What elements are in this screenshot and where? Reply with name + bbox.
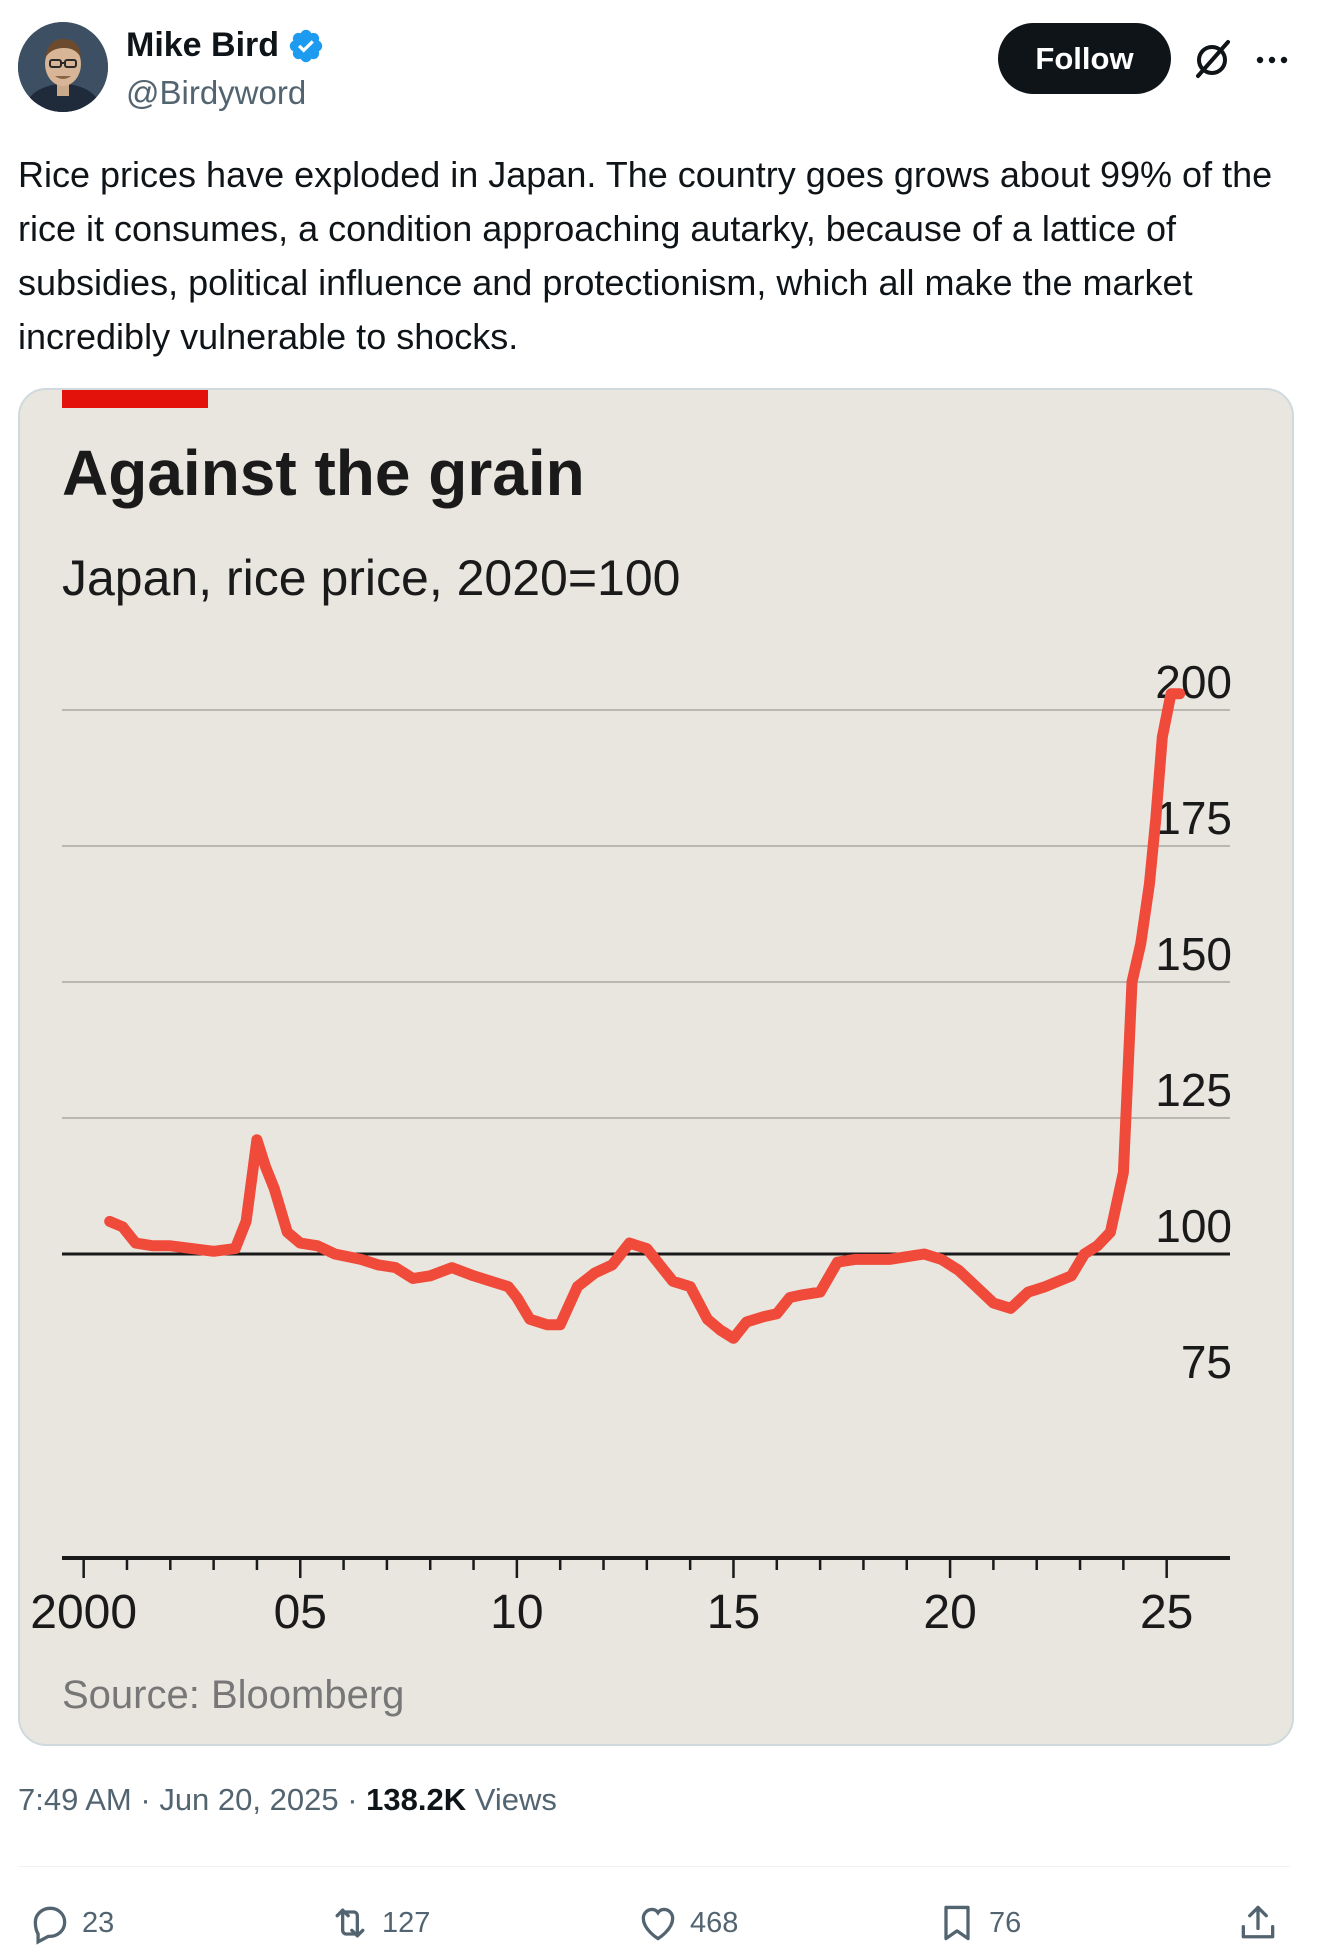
y-tick-label: 150 xyxy=(1155,928,1232,980)
tweet-text: Rice prices have exploded in Japan. The … xyxy=(18,154,1273,357)
views-label: Views xyxy=(474,1782,557,1817)
bookmark-icon xyxy=(944,1905,970,1941)
like-button[interactable]: 468 xyxy=(636,1898,738,1948)
like-count: 468 xyxy=(690,1906,739,1939)
x-tick-label: 20 xyxy=(923,1586,976,1639)
x-tick-label: 25 xyxy=(1140,1586,1193,1639)
rice-price-chart: Against the grain Japan, rice price, 202… xyxy=(30,390,1232,1717)
chart-source: Source: Bloomberg xyxy=(62,1673,404,1717)
chart-title: Against the grain xyxy=(62,437,585,509)
reply-count: 23 xyxy=(82,1906,115,1939)
more-options-icon[interactable] xyxy=(1252,40,1292,80)
x-tick-label: 10 xyxy=(490,1586,543,1639)
chart-image[interactable]: Against the grain Japan, rice price, 202… xyxy=(18,388,1294,1746)
y-tick-label: 75 xyxy=(1181,1336,1232,1388)
reply-button[interactable]: 23 xyxy=(28,1898,114,1948)
y-tick-label: 125 xyxy=(1155,1064,1232,1116)
chart-accent-bar xyxy=(62,390,208,408)
tweet-time[interactable]: 7:49 AM xyxy=(18,1782,132,1817)
bookmark-count: 76 xyxy=(989,1906,1022,1939)
tweet-date[interactable]: Jun 20, 2025 xyxy=(159,1782,339,1817)
meta-separator: · xyxy=(347,1782,367,1817)
follow-button[interactable]: Follow xyxy=(998,23,1171,94)
repost-count: 127 xyxy=(382,1906,431,1939)
avatar-portrait xyxy=(18,22,108,112)
y-tick-label: 175 xyxy=(1155,792,1232,844)
share-button[interactable] xyxy=(1236,1898,1280,1948)
meta-separator: · xyxy=(140,1782,160,1817)
author-name-row[interactable]: Mike Bird xyxy=(126,26,325,65)
repost-button[interactable]: 127 xyxy=(328,1898,430,1948)
x-tick-label: 2000 xyxy=(30,1586,137,1639)
bookmark-button[interactable]: 76 xyxy=(935,1898,1021,1948)
views-count: 138.2K xyxy=(366,1782,467,1817)
reply-icon xyxy=(33,1906,67,1945)
divider xyxy=(18,1866,1290,1867)
x-tick-label: 15 xyxy=(707,1586,760,1639)
chart-subtitle: Japan, rice price, 2020=100 xyxy=(62,550,680,606)
grok-icon[interactable] xyxy=(1190,36,1236,82)
repost-icon xyxy=(335,1908,365,1938)
rice-price-line xyxy=(104,688,1186,1344)
share-icon xyxy=(1241,1905,1275,1939)
author-handle[interactable]: @Birdyword xyxy=(126,74,307,111)
y-tick-label: 100 xyxy=(1155,1200,1232,1252)
heart-icon xyxy=(641,1907,675,1941)
author-avatar[interactable] xyxy=(18,22,108,112)
x-tick-label: 05 xyxy=(274,1586,327,1639)
tweet-meta: 7:49 AM · Jun 20, 2025 · 138.2K Views xyxy=(18,1782,557,1818)
author-name[interactable]: Mike Bird xyxy=(126,26,280,64)
verified-badge-icon xyxy=(289,29,323,62)
